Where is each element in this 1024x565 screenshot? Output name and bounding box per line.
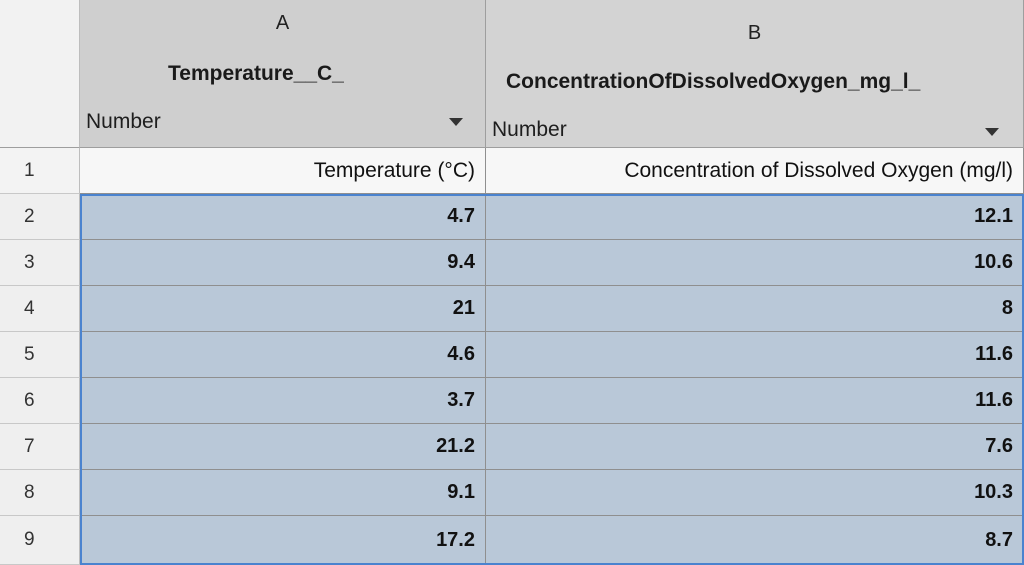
table-row: 6 3.7 11.6 <box>0 378 1024 424</box>
table-cell[interactable]: 12.1 <box>486 194 1024 240</box>
column-name: ConcentrationOfDissolvedOxygen_mg_l_ <box>506 70 921 93</box>
table-row: 8 9.1 10.3 <box>0 470 1024 516</box>
select-all-corner[interactable] <box>0 0 80 148</box>
row-number[interactable]: 3 <box>0 240 80 286</box>
row-number[interactable]: 1 <box>0 148 80 194</box>
column-header-b[interactable]: B ConcentrationOfDissolvedOxygen_mg_l_ N… <box>486 0 1024 148</box>
table-cell[interactable]: Temperature (°C) <box>80 148 486 194</box>
table-cell[interactable]: 10.3 <box>486 470 1024 516</box>
table-cell[interactable]: 7.6 <box>486 424 1024 470</box>
row-number[interactable]: 4 <box>0 286 80 332</box>
table-cell[interactable]: 9.4 <box>80 240 486 286</box>
table-row: 5 4.6 11.6 <box>0 332 1024 378</box>
table-row: 4 21 8 <box>0 286 1024 332</box>
table-cell[interactable]: 21 <box>80 286 486 332</box>
table-cell[interactable]: 8 <box>486 286 1024 332</box>
row-number[interactable]: 5 <box>0 332 80 378</box>
table-cell[interactable]: 11.6 <box>486 332 1024 378</box>
table-cell[interactable]: 4.6 <box>80 332 486 378</box>
table-cell[interactable]: 4.7 <box>80 194 486 240</box>
column-type-label: Number <box>86 110 161 133</box>
column-letter: A <box>275 12 290 34</box>
chevron-down-icon[interactable] <box>985 128 999 136</box>
column-letter: B <box>747 22 762 44</box>
row-number[interactable]: 2 <box>0 194 80 240</box>
table-cell[interactable]: Concentration of Dissolved Oxygen (mg/l) <box>486 148 1024 194</box>
row-number[interactable]: 9 <box>0 516 80 565</box>
table-row: 2 4.7 12.1 <box>0 194 1024 240</box>
table-row: 9 17.2 8.7 <box>0 516 1024 565</box>
table-row: 1 Temperature (°C) Concentration of Diss… <box>0 148 1024 194</box>
table-cell[interactable]: 8.7 <box>486 516 1024 565</box>
row-number[interactable]: 7 <box>0 424 80 470</box>
column-header-area: A Temperature__C_ Number B Concentration… <box>0 0 1024 148</box>
table-cell[interactable]: 11.6 <box>486 378 1024 424</box>
table-row: 3 9.4 10.6 <box>0 240 1024 286</box>
table-cell[interactable]: 17.2 <box>80 516 486 565</box>
row-number[interactable]: 8 <box>0 470 80 516</box>
table-cell[interactable]: 21.2 <box>80 424 486 470</box>
chevron-down-icon[interactable] <box>449 118 463 126</box>
table-cell[interactable]: 3.7 <box>80 378 486 424</box>
grid-body: 1 Temperature (°C) Concentration of Diss… <box>0 148 1024 565</box>
row-number[interactable]: 6 <box>0 378 80 424</box>
table-cell[interactable]: 10.6 <box>486 240 1024 286</box>
column-header-a[interactable]: A Temperature__C_ Number <box>80 0 486 148</box>
column-type-label: Number <box>492 118 567 141</box>
table-cell[interactable]: 9.1 <box>80 470 486 516</box>
column-name: Temperature__C_ <box>168 62 344 85</box>
table-row: 7 21.2 7.6 <box>0 424 1024 470</box>
